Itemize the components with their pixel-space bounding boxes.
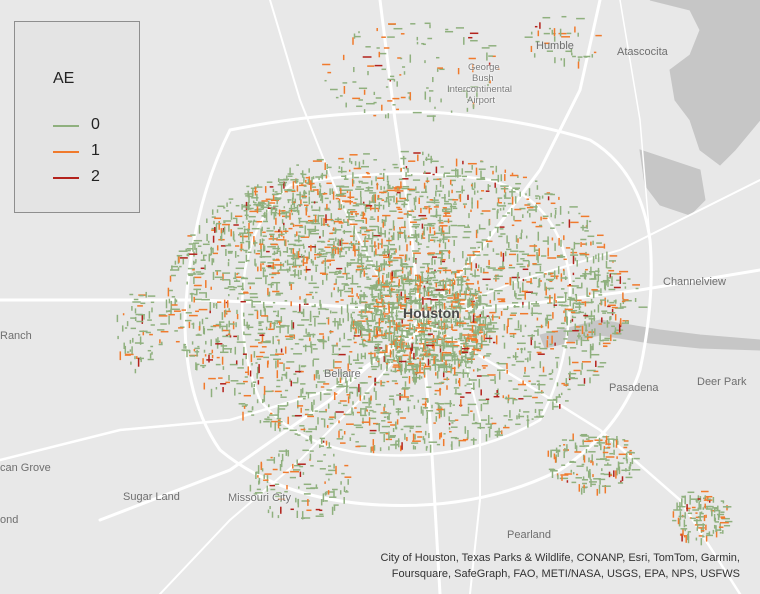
water-bodies [539, 0, 760, 351]
place-label-airport-george: George [468, 62, 500, 73]
place-label-can-grove: can Grove [0, 462, 51, 474]
place-label-humble: Humble [536, 40, 574, 52]
place-label-airport-intercontinental: Intercontinental [447, 84, 512, 95]
place-label-houston: Houston [403, 305, 460, 321]
legend-label-0: 0 [91, 116, 100, 133]
place-label-ranch: Ranch [0, 330, 32, 342]
legend-title: AE [53, 70, 75, 87]
place-label-atascocita: Atascocita [617, 46, 668, 58]
attribution-line-2: Foursquare, SafeGraph, FAO, METI/NASA, U… [391, 568, 740, 580]
legend-swatch-0 [53, 125, 79, 127]
attribution-line-1: City of Houston, Texas Parks & Wildlife,… [380, 552, 740, 564]
place-label-airport-airport: Airport [467, 95, 495, 106]
place-label-pearland: Pearland [507, 529, 552, 541]
map-attribution: City of Houston, Texas Parks & Wildlife,… [340, 550, 740, 582]
place-label-missouri-city: Missouri City [228, 492, 291, 504]
place-label-bellaire: Bellaire [324, 368, 361, 380]
legend-label-1: 1 [91, 142, 100, 159]
legend-item-0: 0 [53, 115, 133, 135]
legend-item-2: 2 [53, 167, 133, 187]
place-label-pasadena: Pasadena [609, 382, 659, 394]
legend-item-1: 1 [53, 141, 133, 161]
place-label-airport-bush: Bush [472, 73, 494, 84]
place-label-deer-park: Deer Park [697, 376, 747, 388]
place-label-channelview: Channelview [663, 276, 726, 288]
legend-label-2: 2 [91, 168, 100, 185]
map-legend: AE 0 1 2 [14, 21, 140, 213]
legend-swatch-1 [53, 151, 79, 153]
place-label-sugar-land: Sugar Land [123, 491, 180, 503]
ae-segment-layer [116, 15, 733, 546]
place-label-ond: ond [0, 514, 19, 526]
legend-swatch-2 [53, 177, 79, 179]
